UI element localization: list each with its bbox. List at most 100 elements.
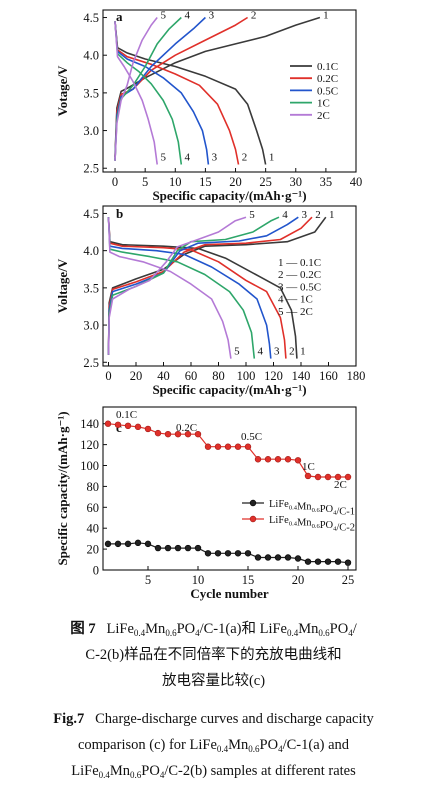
x-tick-label: 25 <box>342 573 355 587</box>
y-tick-label: 40 <box>87 522 100 536</box>
y-tick-label: 60 <box>87 501 100 515</box>
rate-annotation: 0.1C <box>116 409 137 421</box>
legend-swatch-marker <box>249 499 257 507</box>
y-tick-label: 3.5 <box>83 281 99 295</box>
curve-number-discharge: 2 <box>289 346 295 358</box>
curve-number-discharge: 3 <box>274 346 280 358</box>
caption-cn-line3: 放电容量比较(c) <box>0 668 427 694</box>
x-tick-label: 5 <box>142 175 148 189</box>
data-point <box>324 558 332 565</box>
y-tick-label: 100 <box>80 459 99 473</box>
caption-en-line2: comparison (c) for LiFe0.4Mn0.6PO4/C-1(a… <box>0 732 427 758</box>
x-tick-label: 140 <box>292 369 311 383</box>
data-point <box>134 423 142 431</box>
curve-number-discharge: 4 <box>185 151 191 163</box>
x-tick-label: 40 <box>157 369 170 383</box>
data-point <box>134 539 142 547</box>
y-tick-label: 4.5 <box>83 11 99 25</box>
plot-frame <box>102 205 357 367</box>
legend-label: LiFe0.4Mn0.6PO4/C-1 <box>269 499 355 518</box>
data-point <box>214 443 222 450</box>
x-tick-label: 5 <box>145 573 151 587</box>
charge-curve-5 <box>107 216 247 355</box>
caption-cn-label: 图 7 <box>70 621 96 637</box>
data-point <box>174 544 182 552</box>
chart-panel-c: 5 10 15 20 25 0 20 40 60 80 100 120 140 Cycle number S… <box>55 406 357 601</box>
data-point <box>184 544 192 552</box>
x-tick-label: 15 <box>199 175 212 189</box>
data-point <box>254 456 262 463</box>
x-tick-label: 40 <box>350 175 363 189</box>
curve-number-discharge: 4 <box>258 346 264 358</box>
y-tick-label: 0 <box>93 564 99 578</box>
legend-label: 0.2C <box>317 73 338 85</box>
y-tick-label: 140 <box>80 417 99 431</box>
x-tick-label: 120 <box>264 369 283 383</box>
data-point <box>114 540 122 548</box>
discharge-curve-3 <box>107 217 272 359</box>
data-point <box>204 443 212 450</box>
curve-number-charge: 1 <box>323 10 329 22</box>
discharge-curve-2 <box>107 217 287 359</box>
data-point <box>284 456 292 463</box>
discharge-curve-3 <box>114 21 210 165</box>
curve-number-charge: 5 <box>160 10 166 22</box>
legend-label: 0.1C <box>317 61 338 73</box>
discharge-curve-1 <box>107 217 298 359</box>
panel-letter: a <box>116 9 123 24</box>
caption-en-line1: Fig.7 Charge-discharge curves and discha… <box>0 706 427 732</box>
x-axis-label: Cycle number <box>190 586 269 601</box>
data-point <box>244 443 252 450</box>
caption-en-text-2: comparison (c) for LiFe0.4Mn0.6PO4/C-1(a… <box>77 737 350 754</box>
data-point <box>234 550 242 557</box>
y-tick-label: 80 <box>87 480 100 494</box>
caption-en-label: Fig.7 <box>53 711 85 727</box>
legend-label: 1 — 0.1C <box>278 257 321 269</box>
x-tick-label: 180 <box>347 369 366 383</box>
rate-annotation: 2C <box>334 479 347 491</box>
y-axis-label: Specific capacity/(mAh·g⁻¹) <box>55 411 70 565</box>
curve-number-charge: 5 <box>249 209 255 221</box>
x-tick-label: 15 <box>242 573 255 587</box>
chart-panel-a: 0 5 10 15 20 25 30 35 402.53.03.54.04.5Specific … <box>55 9 362 203</box>
data-point <box>304 472 312 480</box>
y-tick-label: 2.5 <box>83 162 99 176</box>
data-point <box>164 430 172 438</box>
data-point <box>294 555 302 562</box>
y-tick-label: 4.5 <box>83 207 99 221</box>
rate-annotation: 0.5C <box>241 431 262 443</box>
x-axis-label: Specific capacity/(mAh·g⁻¹) <box>152 188 306 203</box>
y-tick-label: 20 <box>87 543 100 557</box>
data-point <box>294 457 302 464</box>
x-tick-label: 80 <box>212 369 225 383</box>
curve-number-charge: 4 <box>282 209 288 221</box>
curve-number-discharge: 1 <box>300 346 306 358</box>
plot-frame <box>102 406 357 571</box>
data-point <box>314 473 322 481</box>
data-point <box>324 473 332 481</box>
plot-frame <box>102 9 357 173</box>
legend-label: 3 — 0.5C <box>278 281 321 293</box>
caption-en-line3: LiFe0.4Mn0.6PO4/C-2(b) samples at differ… <box>0 758 427 784</box>
data-point <box>184 430 192 438</box>
caption-cn-line1: 图 7 LiFe0.4Mn0.6PO4/C-1(a)和 LiFe0.4Mn0.6… <box>0 616 427 642</box>
rate-annotation: 0.2C <box>176 422 197 434</box>
data-point <box>264 456 272 463</box>
x-tick-label: 160 <box>319 369 338 383</box>
y-tick-label: 3.0 <box>83 124 99 138</box>
curve-number-charge: 2 <box>315 209 321 221</box>
data-point <box>274 554 282 561</box>
discharge-curve-4 <box>107 217 256 359</box>
y-tick-label: 3.0 <box>83 319 99 333</box>
x-tick-label: 60 <box>185 369 198 383</box>
legend-label: 2 — 0.2C <box>278 269 321 281</box>
data-point <box>244 550 252 557</box>
data-point <box>334 473 342 481</box>
x-tick-label: 20 <box>130 369 143 383</box>
discharge-curve-5 <box>107 217 232 359</box>
x-tick-label: 10 <box>169 175 182 189</box>
figure: 0 5 10 15 20 25 30 35 402.53.03.54.04.5Specific … <box>55 9 366 601</box>
discharge-curve-4 <box>114 21 183 165</box>
data-point <box>144 425 152 433</box>
curve-number-discharge: 2 <box>242 151 248 163</box>
